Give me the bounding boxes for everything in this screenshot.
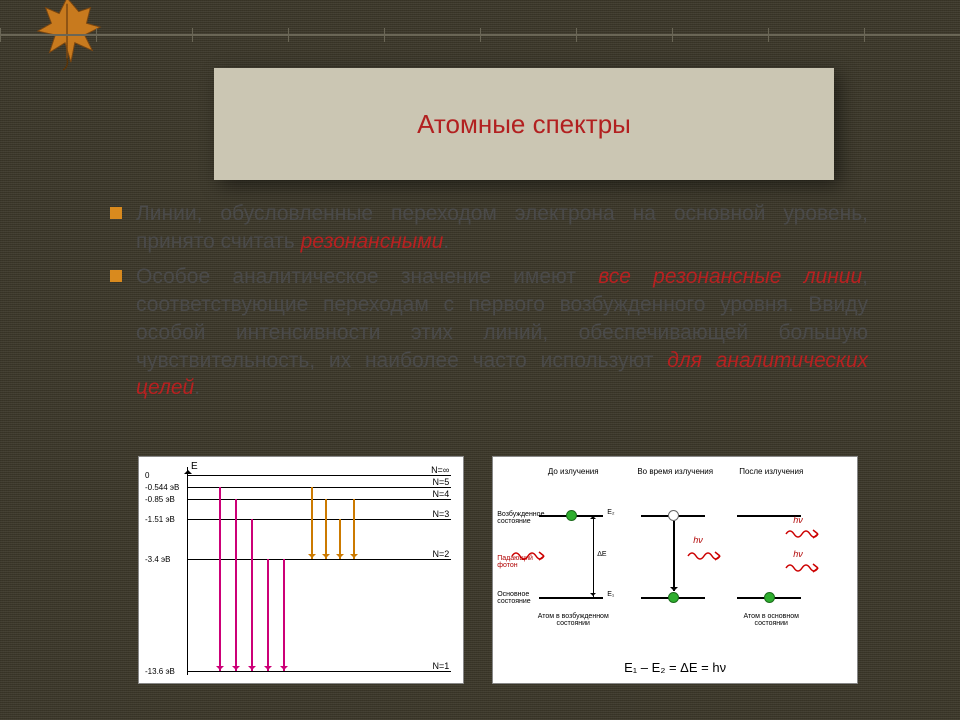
transition-arrow bbox=[267, 559, 269, 671]
energy-level bbox=[187, 475, 451, 476]
electron-dot bbox=[668, 510, 679, 521]
level-energy-label: 0 bbox=[145, 471, 149, 480]
level-n-label: N=5 bbox=[432, 477, 449, 487]
level-energy-label: -1.51 эВ bbox=[145, 515, 175, 524]
level-energy-label: -0.544 эВ bbox=[145, 483, 179, 492]
axis-e-label: E bbox=[191, 461, 198, 472]
e1-label: E₁ bbox=[607, 591, 614, 598]
energy-levels-diagram: E N=∞ 0 N=5 -0.544 эВ N=4 -0.85 эВ N=3 -1.51 эВ… bbox=[138, 456, 464, 684]
emission-diagram: Возбужденное состояние Основное состояни… bbox=[492, 456, 858, 684]
column-caption: Атом в возбужденном состоянии bbox=[535, 613, 611, 627]
level-n-label: N=1 bbox=[432, 661, 449, 671]
energy-level bbox=[187, 559, 451, 560]
level-energy-label: -0.85 эВ bbox=[145, 495, 175, 504]
bullet-marker bbox=[110, 270, 122, 282]
level-n-label: N=∞ bbox=[431, 465, 449, 475]
transition-arrow bbox=[283, 559, 285, 671]
column-title: После излучения bbox=[729, 467, 813, 476]
level-n-label: N=4 bbox=[432, 489, 449, 499]
transition-arrow bbox=[235, 499, 237, 671]
transition-arrow bbox=[251, 519, 253, 671]
level-n-label: N=3 bbox=[432, 509, 449, 519]
bullet-item: Линии, обусловленные переходом электрона… bbox=[110, 200, 868, 255]
bullet-text: Линии, обусловленные переходом электрона… bbox=[136, 200, 868, 255]
column-caption: Атом в основном состоянии bbox=[733, 613, 809, 627]
column-title: До излучения bbox=[531, 467, 615, 476]
arrowhead-icon bbox=[308, 554, 316, 562]
hv-label: hν bbox=[793, 549, 803, 559]
arrowhead-icon bbox=[216, 666, 224, 674]
transition-arrow bbox=[353, 499, 355, 559]
transition-arrow bbox=[325, 499, 327, 559]
excited-label: Возбужденное состояние bbox=[497, 511, 549, 525]
bullet-marker bbox=[110, 207, 122, 219]
arrowhead-icon bbox=[248, 666, 256, 674]
electron-dot bbox=[764, 592, 775, 603]
slide-body: Линии, обусловленные переходом электрона… bbox=[110, 200, 868, 410]
e2-label: E₂ bbox=[607, 509, 614, 516]
arrowhead-icon bbox=[232, 666, 240, 674]
delta-e-label: ΔE bbox=[597, 551, 606, 558]
hv-label: hν bbox=[793, 515, 803, 525]
top-ruler-decoration bbox=[0, 34, 960, 54]
formula: E₁ – E₂ = ΔE = hν bbox=[493, 660, 857, 675]
arrowhead-icon bbox=[264, 666, 272, 674]
level-energy-label: -13.6 эВ bbox=[145, 667, 175, 676]
arrowhead-icon bbox=[322, 554, 330, 562]
energy-level bbox=[187, 499, 451, 500]
level-energy-label: -3.4 эВ bbox=[145, 555, 170, 564]
photon-wave-icon bbox=[785, 561, 825, 575]
diagrams-row: E N=∞ 0 N=5 -0.544 эВ N=4 -0.85 эВ N=3 -1.51 эВ… bbox=[138, 456, 858, 696]
photon-wave-icon bbox=[511, 549, 551, 563]
energy-level bbox=[187, 487, 451, 488]
photon-wave-icon bbox=[687, 549, 727, 563]
photon-wave-icon bbox=[785, 527, 825, 541]
arrowhead-icon bbox=[336, 554, 344, 562]
delta-e-line bbox=[593, 515, 594, 597]
bullet-item: Особое аналитическое значение имеют все … bbox=[110, 263, 868, 402]
arrowhead-icon bbox=[280, 666, 288, 674]
electron-dot bbox=[566, 510, 577, 521]
column-title: Во время излучения bbox=[633, 467, 717, 476]
slide-title: Атомные спектры bbox=[417, 109, 631, 140]
energy-level bbox=[187, 671, 451, 672]
title-card: Атомные спектры bbox=[214, 68, 834, 180]
level-line bbox=[737, 515, 801, 517]
transition-arrow bbox=[673, 521, 675, 591]
transition-arrow bbox=[311, 487, 313, 559]
transition-arrow bbox=[219, 487, 221, 671]
arrowhead-icon bbox=[350, 554, 358, 562]
level-n-label: N=2 bbox=[432, 549, 449, 559]
bullet-text: Особое аналитическое значение имеют все … bbox=[136, 263, 868, 402]
transition-arrow bbox=[339, 519, 341, 559]
energy-level bbox=[187, 519, 451, 520]
hv-label: hν bbox=[693, 535, 703, 545]
